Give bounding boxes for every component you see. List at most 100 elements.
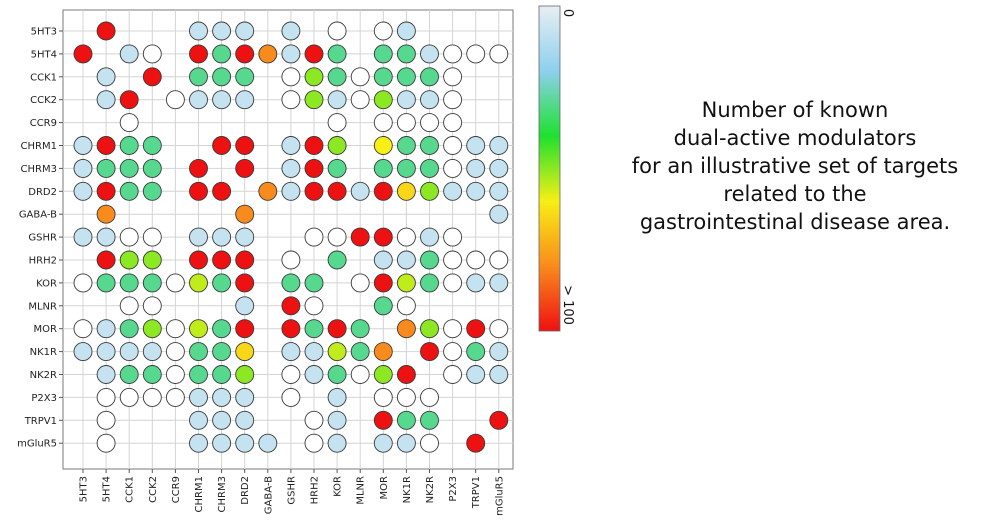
heatmap-cell — [420, 90, 439, 110]
heatmap-cell — [443, 181, 463, 201]
heatmap-cell — [420, 44, 439, 64]
column-label-cck1: CCK1 — [125, 476, 136, 503]
heatmap-cell — [327, 67, 347, 87]
heatmap-cell — [420, 410, 439, 430]
heatmap-cell — [212, 136, 232, 155]
heatmap-cell — [489, 342, 509, 362]
heatmap-cell — [142, 136, 162, 155]
heatmap-cell — [96, 250, 116, 270]
heatmap-cell — [96, 273, 116, 293]
heatmap-cell — [420, 273, 439, 293]
heatmap-cell — [212, 67, 232, 87]
heatmap-cell — [165, 387, 185, 407]
row-label-p2x3: P2X3 — [31, 393, 57, 404]
heatmap-cell — [373, 90, 393, 110]
heatmap-cell — [489, 158, 509, 178]
heatmap-cell — [235, 250, 255, 270]
heatmap-cell — [73, 158, 93, 178]
heatmap-cell — [373, 181, 393, 201]
heatmap-cell — [142, 273, 162, 293]
heatmap-cell — [466, 250, 486, 270]
heatmap-cell — [373, 67, 393, 87]
heatmap-cell — [443, 158, 463, 178]
column-label-drd2: DRD2 — [240, 476, 251, 505]
heatmap-cell — [119, 250, 139, 270]
heatmap-cell — [73, 319, 93, 339]
heatmap-cell — [235, 387, 255, 407]
column-label-gaba-b: GABA-B — [263, 476, 274, 514]
row-label-chrm3: CHRM3 — [21, 164, 57, 175]
heatmap-cell — [235, 273, 255, 293]
heatmap-cell — [420, 158, 439, 178]
heatmap-cell — [235, 296, 255, 316]
heatmap-cell — [443, 342, 463, 362]
heatmap-cell — [373, 365, 393, 384]
heatmap-cell — [281, 273, 301, 293]
heatmap-cell — [96, 136, 116, 155]
heatmap-cell — [189, 319, 208, 339]
heatmap-cell — [304, 67, 324, 87]
heatmap-cell — [420, 387, 439, 407]
heatmap-cell — [119, 227, 139, 247]
row-label-kor: KOR — [36, 278, 57, 289]
column-label-gshr: GSHR — [286, 476, 297, 505]
heatmap-cell — [212, 410, 232, 430]
column-label-mor: MOR — [379, 476, 390, 499]
heatmap-cell — [350, 342, 370, 362]
heatmap-cell — [466, 365, 486, 384]
heatmap-cell — [304, 158, 324, 178]
colorbar-gradient — [538, 5, 561, 332]
heatmap-cell — [489, 365, 509, 384]
heatmap-cell — [443, 44, 463, 64]
heatmap-cell — [396, 365, 416, 384]
heatmap-cell — [235, 319, 255, 339]
heatmap-cell — [281, 387, 301, 407]
heatmap-cell — [189, 410, 208, 430]
heatmap-cell — [165, 342, 185, 362]
heatmap-cell — [327, 433, 347, 453]
heatmap-cell — [189, 387, 208, 407]
heatmap-cell — [396, 113, 416, 133]
heatmap-cell — [304, 365, 324, 384]
heatmap-cell — [420, 67, 439, 87]
heatmap-cell — [96, 204, 116, 224]
heatmap-cell — [235, 433, 255, 453]
column-label-mglur5: mGluR5 — [494, 476, 505, 516]
heatmap-cell — [281, 250, 301, 270]
heatmap-cell — [119, 296, 139, 316]
heatmap-cell — [258, 433, 278, 453]
heatmap-cell — [420, 250, 439, 270]
heatmap-cell — [396, 158, 416, 178]
heatmap-cell — [281, 181, 301, 201]
heatmap-cell — [443, 273, 463, 293]
heatmap-cell — [373, 158, 393, 178]
heatmap-cell — [396, 227, 416, 247]
heatmap-cell — [212, 21, 232, 41]
heatmap-cell — [119, 342, 139, 362]
row-label-drd2: DRD2 — [28, 187, 57, 198]
row-label-ccr9: CCR9 — [30, 118, 57, 129]
heatmap-cell — [189, 21, 208, 41]
heatmap-cell — [304, 342, 324, 362]
row-label-mlnr: MLNR — [28, 301, 57, 312]
heatmap-cell — [304, 433, 324, 453]
heatmap-cell — [189, 158, 208, 178]
heatmap-cell — [304, 273, 324, 293]
heatmap-cell — [119, 273, 139, 293]
heatmap-cell — [420, 227, 439, 247]
heatmap-cell — [350, 90, 370, 110]
heatmap-cell — [235, 410, 255, 430]
heatmap-cell — [396, 250, 416, 270]
heatmap-cell — [96, 21, 116, 41]
heatmap-cell — [373, 433, 393, 453]
heatmap-cell — [212, 44, 232, 64]
heatmap-cell — [235, 365, 255, 384]
colorbar: 0 > 100 — [538, 5, 575, 332]
heatmap-cell — [327, 250, 347, 270]
heatmap-cell — [304, 181, 324, 201]
heatmap-cell — [281, 136, 301, 155]
heatmap-cell — [281, 365, 301, 384]
heatmap-cell — [373, 227, 393, 247]
heatmap-cell — [489, 319, 509, 339]
heatmap-cell — [373, 21, 393, 41]
